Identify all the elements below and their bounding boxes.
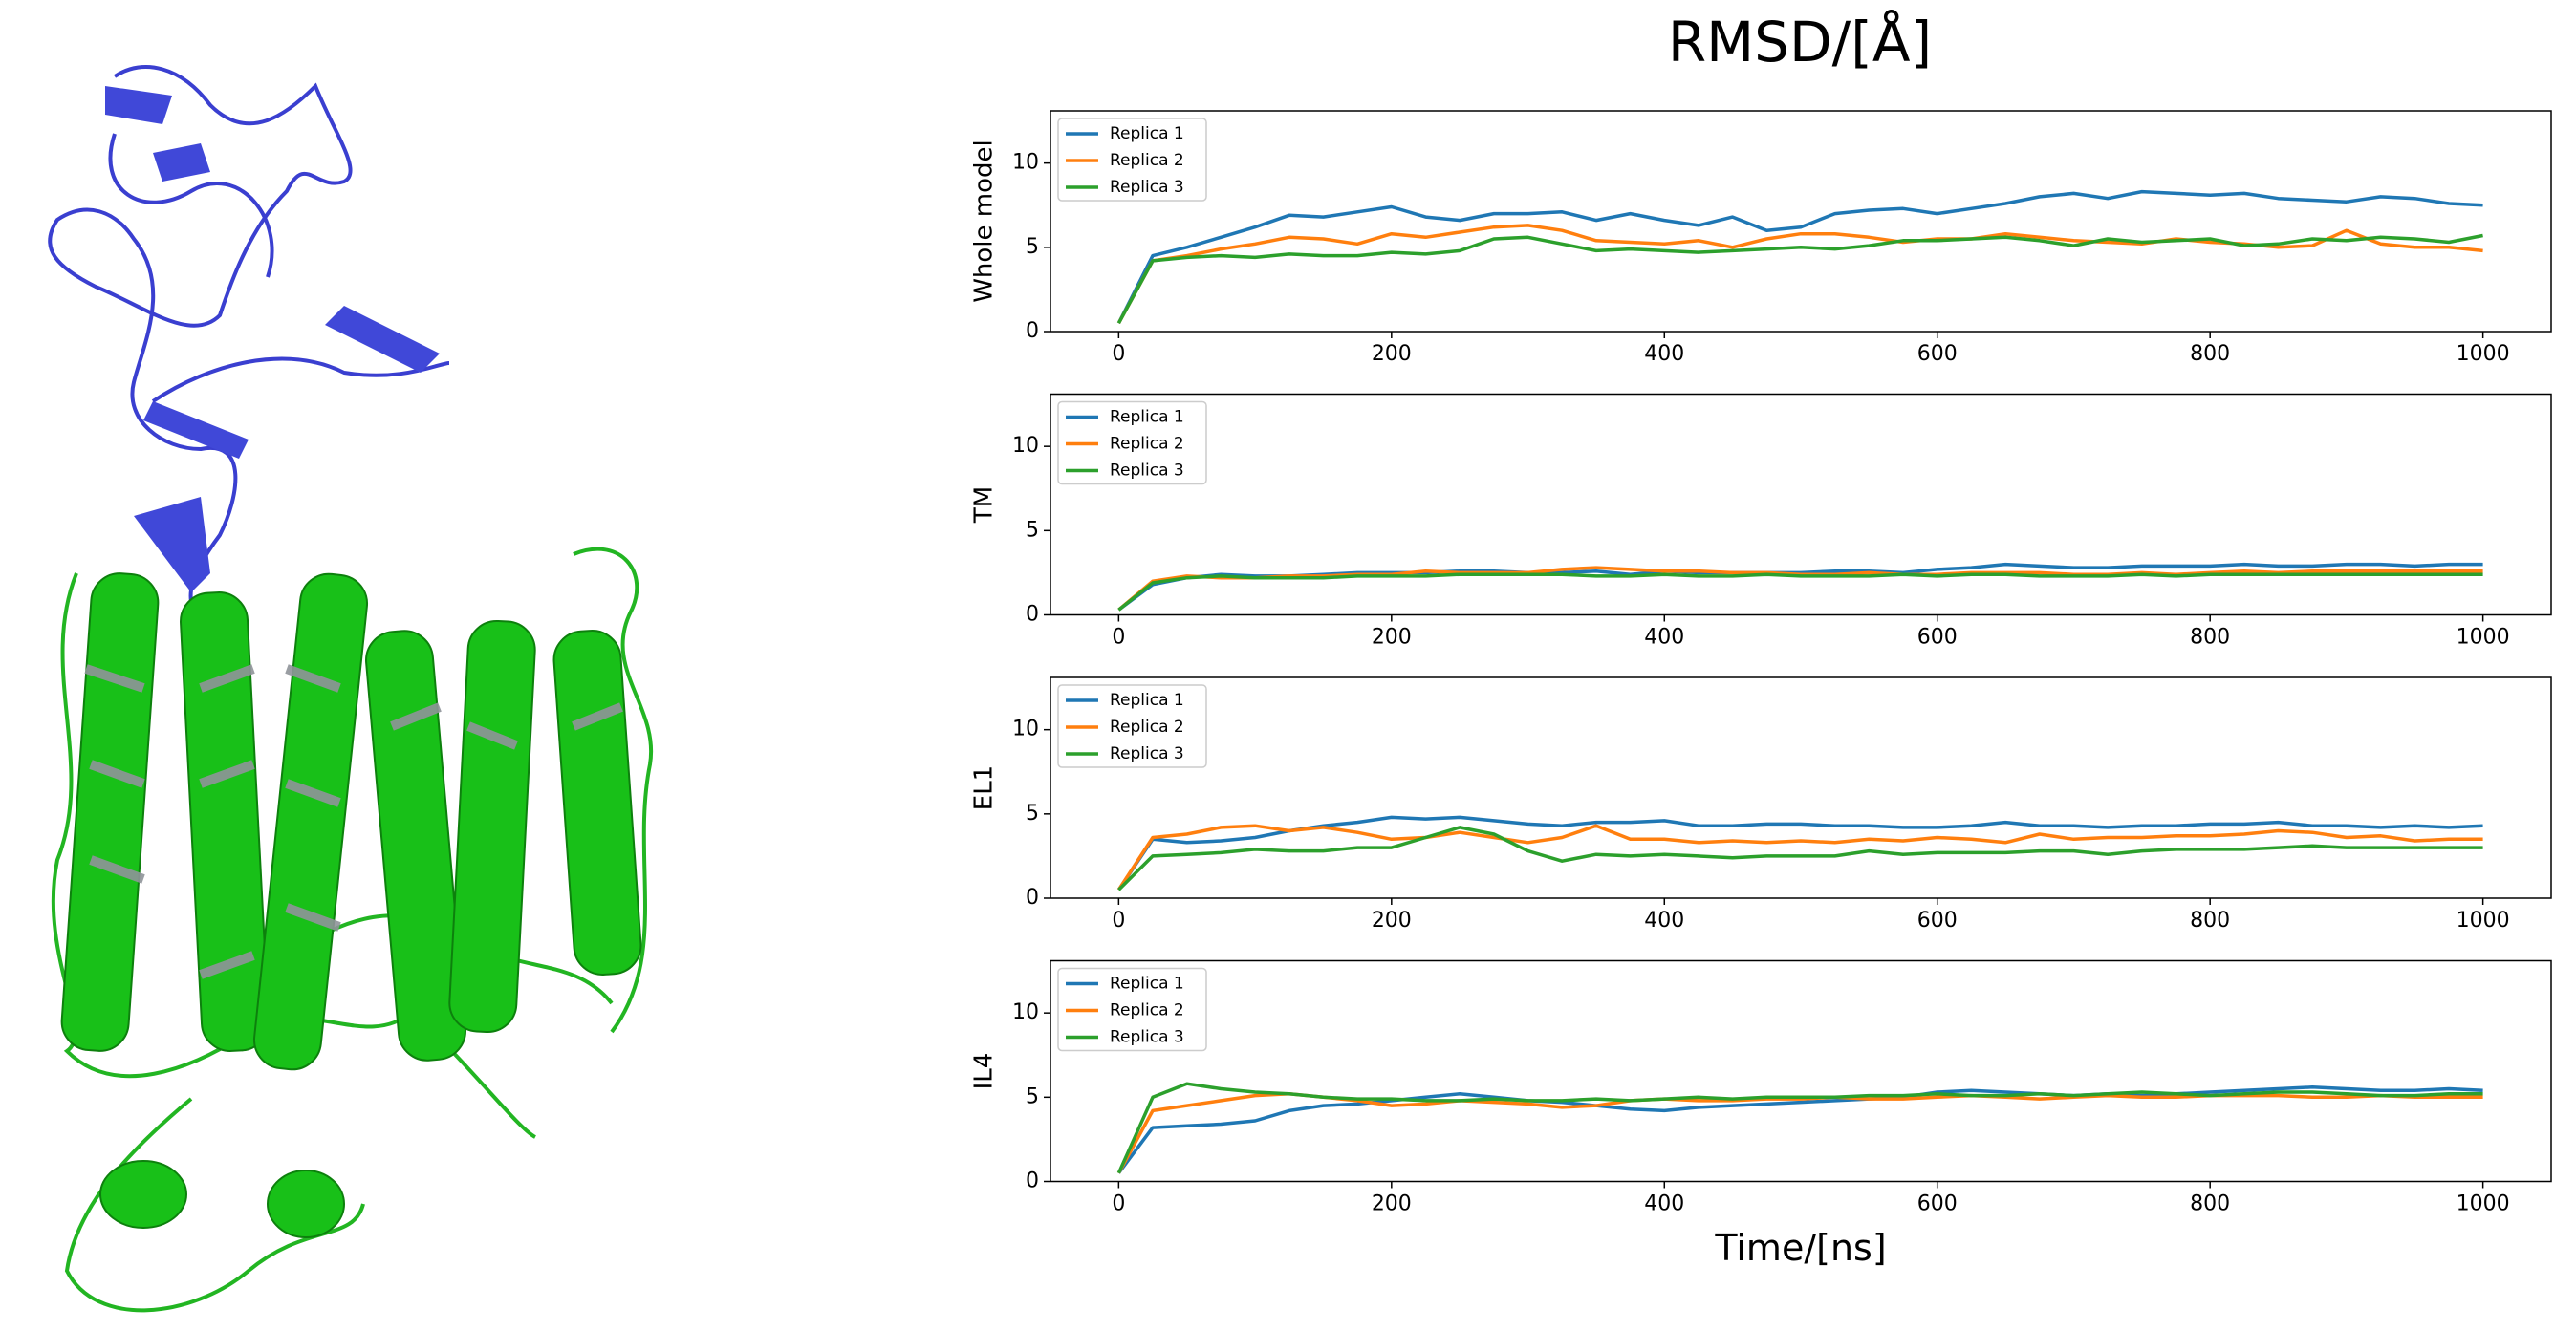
x-tick-label: 600 xyxy=(1917,909,1958,933)
legend-label: Replica 2 xyxy=(1110,435,1184,454)
legend-box xyxy=(1057,118,1207,202)
chart: 0 200 400 600 800 1000 0 5 10 IL4 Time/[ns] Replica… xyxy=(970,959,2552,1269)
legend-label: Replica 1 xyxy=(1110,691,1184,710)
data-line xyxy=(1117,572,2483,612)
x-tick-label: 800 xyxy=(2190,342,2230,366)
x-tick-label: 1000 xyxy=(2457,342,2510,366)
x-tick-label: 200 xyxy=(1372,342,1412,366)
y-axis-label: IL4 xyxy=(970,1053,999,1090)
y-axis-label: TM xyxy=(970,486,999,524)
figure-title: RMSD/[Å] xyxy=(1668,9,1932,75)
legend-label: Replica 1 xyxy=(1110,975,1184,994)
data-line xyxy=(1116,233,2483,325)
legend-box xyxy=(1057,684,1207,768)
y-tick-label: 0 xyxy=(1026,603,1039,627)
x-tick-label: 400 xyxy=(1644,342,1684,366)
x-tick-label: 1000 xyxy=(2457,626,2510,650)
x-tick-label: 800 xyxy=(2190,626,2230,650)
data-line xyxy=(1116,1085,2483,1174)
x-tick-label: 400 xyxy=(1644,1192,1684,1216)
legend-label: Replica 3 xyxy=(1110,462,1184,481)
x-tick-label: 0 xyxy=(1112,1192,1125,1216)
chart: 0 200 400 600 800 1000 0 5 10 Whole model Replica … xyxy=(970,110,2552,366)
x-tick-label: 0 xyxy=(1112,909,1125,933)
axes-frame xyxy=(1050,676,2552,899)
y-tick-label: 5 xyxy=(1026,1084,1039,1108)
x-tick-label: 400 xyxy=(1644,626,1684,650)
x-tick-label: 800 xyxy=(2190,1192,2230,1216)
y-axis-label: EL1 xyxy=(970,765,999,810)
legend-label: Replica 1 xyxy=(1110,124,1184,143)
x-axis-label: Time/[ns] xyxy=(1714,1227,1886,1269)
x-tick-label: 1000 xyxy=(2457,909,2510,933)
y-tick-label: 5 xyxy=(1026,802,1039,826)
y-tick-label: 10 xyxy=(1012,434,1039,458)
data-line xyxy=(1116,224,2483,325)
legend-label: Replica 2 xyxy=(1110,718,1184,737)
x-tick-label: 0 xyxy=(1112,626,1125,650)
chart: 0 200 400 600 800 1000 0 5 10 EL1 Replica 1 Replica… xyxy=(970,676,2552,933)
y-tick-label: 5 xyxy=(1026,235,1039,259)
protein-structure xyxy=(48,65,654,1313)
x-tick-label: 600 xyxy=(1917,626,1958,650)
legend-label: Replica 3 xyxy=(1110,178,1184,197)
data-line xyxy=(1116,189,2483,324)
x-tick-label: 200 xyxy=(1372,909,1412,933)
y-tick-label: 5 xyxy=(1026,518,1039,542)
data-line xyxy=(1117,562,2483,612)
legend-label: Replica 2 xyxy=(1110,151,1184,170)
x-tick-label: 600 xyxy=(1917,342,1958,366)
legend-label: Replica 2 xyxy=(1110,1001,1184,1020)
legend-label: Replica 3 xyxy=(1110,1028,1184,1047)
x-tick-label: 600 xyxy=(1917,1192,1958,1216)
data-line xyxy=(1116,815,2483,891)
y-tick-label: 10 xyxy=(1012,151,1039,175)
data-line xyxy=(1117,826,2483,891)
y-tick-label: 0 xyxy=(1026,319,1039,343)
x-tick-label: 200 xyxy=(1372,626,1412,650)
y-axis-label: Whole model xyxy=(970,140,999,303)
x-tick-label: 1000 xyxy=(2457,1192,2510,1216)
y-tick-label: 10 xyxy=(1012,1000,1039,1024)
y-tick-label: 0 xyxy=(1026,1170,1039,1193)
y-tick-label: 0 xyxy=(1026,886,1039,910)
chart: 0 200 400 600 800 1000 0 5 10 TM Replica 1 Replica … xyxy=(970,393,2552,650)
legend-box xyxy=(1057,967,1207,1052)
axes-frame xyxy=(1050,393,2552,616)
x-tick-label: 200 xyxy=(1372,1192,1412,1216)
axes-frame xyxy=(1050,110,2552,333)
y-tick-label: 10 xyxy=(1012,718,1039,741)
legend-label: Replica 1 xyxy=(1110,408,1184,427)
x-tick-label: 800 xyxy=(2190,909,2230,933)
legend-label: Replica 3 xyxy=(1110,744,1184,763)
legend-box xyxy=(1057,400,1207,485)
x-tick-label: 400 xyxy=(1644,909,1684,933)
axes-frame xyxy=(1050,959,2552,1183)
data-line xyxy=(1116,824,2483,891)
data-line xyxy=(1116,1082,2483,1174)
x-tick-label: 0 xyxy=(1112,342,1125,366)
